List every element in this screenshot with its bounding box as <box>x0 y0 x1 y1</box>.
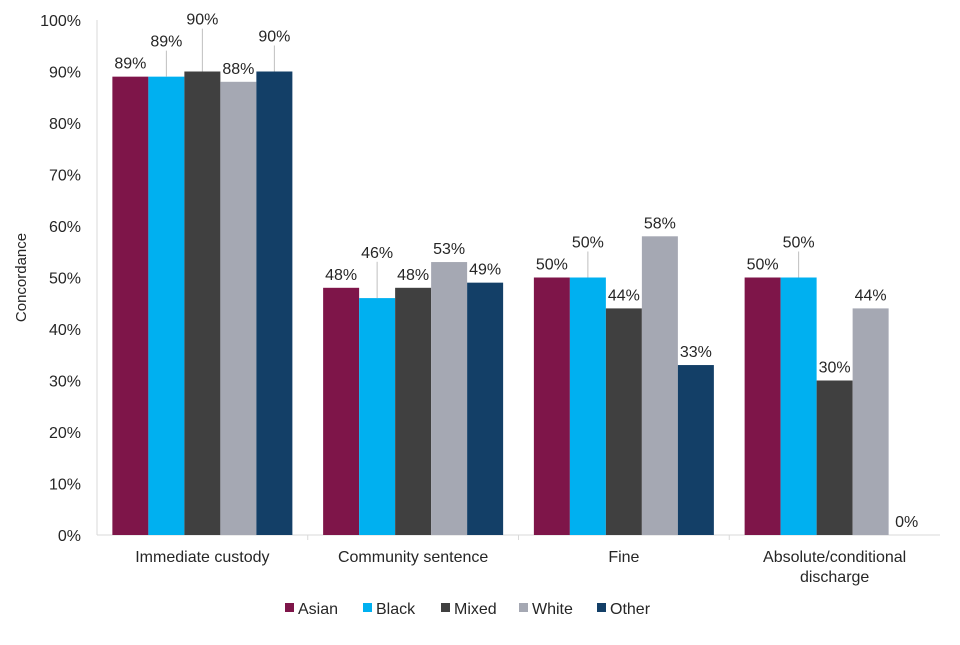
y-tick-label: 60% <box>49 219 81 236</box>
data-label: 50% <box>783 235 815 252</box>
data-label: 0% <box>895 514 918 531</box>
y-tick-label: 50% <box>49 271 81 288</box>
bar <box>816 380 853 535</box>
data-label: 50% <box>572 235 604 252</box>
bar <box>112 76 149 536</box>
data-label: 46% <box>361 245 393 262</box>
x-tick-label: Absolute/conditional <box>763 549 906 566</box>
x-tick-label: Immediate custody <box>135 549 269 566</box>
y-tick-label: 20% <box>49 425 81 442</box>
data-label: 53% <box>433 241 465 258</box>
x-tick-label: Fine <box>608 549 639 566</box>
y-tick-label: 10% <box>49 477 81 494</box>
data-label: 44% <box>608 287 640 304</box>
bar <box>467 282 504 535</box>
bar <box>780 277 817 535</box>
data-label: 90% <box>258 29 290 46</box>
bar <box>148 76 185 536</box>
x-tick-label: Community sentence <box>338 549 488 566</box>
legend-label: Asian <box>298 601 338 618</box>
legend-label: Other <box>610 601 651 618</box>
bar <box>256 71 293 535</box>
data-label: 90% <box>186 12 218 29</box>
x-tick-label: discharge <box>800 569 869 586</box>
bar <box>641 236 678 536</box>
data-label: 48% <box>397 267 429 284</box>
y-tick-label: 40% <box>49 322 81 339</box>
bar <box>744 277 781 535</box>
bar <box>395 287 432 535</box>
legend-label: White <box>532 601 573 618</box>
bar <box>220 81 257 536</box>
bar <box>184 71 221 535</box>
legend-swatch <box>285 603 294 612</box>
data-label: 49% <box>469 262 501 279</box>
legend-label: Mixed <box>454 601 497 618</box>
y-tick-label: 0% <box>58 528 81 545</box>
legend-label: Black <box>376 601 416 618</box>
y-tick-label: 30% <box>49 374 81 391</box>
y-tick-label: 100% <box>40 13 81 30</box>
legend-swatch <box>597 603 606 612</box>
y-tick-label: 70% <box>49 168 81 185</box>
bar <box>852 308 889 535</box>
bar <box>533 277 570 535</box>
data-label: 89% <box>150 34 182 51</box>
data-label: 50% <box>747 257 779 274</box>
bar <box>359 298 396 535</box>
data-label: 48% <box>325 267 357 284</box>
data-label: 50% <box>536 257 568 274</box>
data-label: 33% <box>680 344 712 361</box>
data-label: 30% <box>819 360 851 377</box>
data-label: 58% <box>644 215 676 232</box>
legend-swatch <box>519 603 528 612</box>
y-axis-label: Concordance <box>13 233 30 322</box>
bar <box>431 262 468 535</box>
bar <box>323 287 360 535</box>
data-label: 88% <box>222 61 254 78</box>
bar <box>569 277 606 535</box>
legend-swatch <box>441 603 450 612</box>
data-label: 89% <box>114 56 146 73</box>
data-label: 44% <box>855 287 887 304</box>
legend-swatch <box>363 603 372 612</box>
y-tick-label: 80% <box>49 116 81 133</box>
y-tick-label: 90% <box>49 65 81 82</box>
bar <box>605 308 642 535</box>
bar <box>677 365 714 535</box>
